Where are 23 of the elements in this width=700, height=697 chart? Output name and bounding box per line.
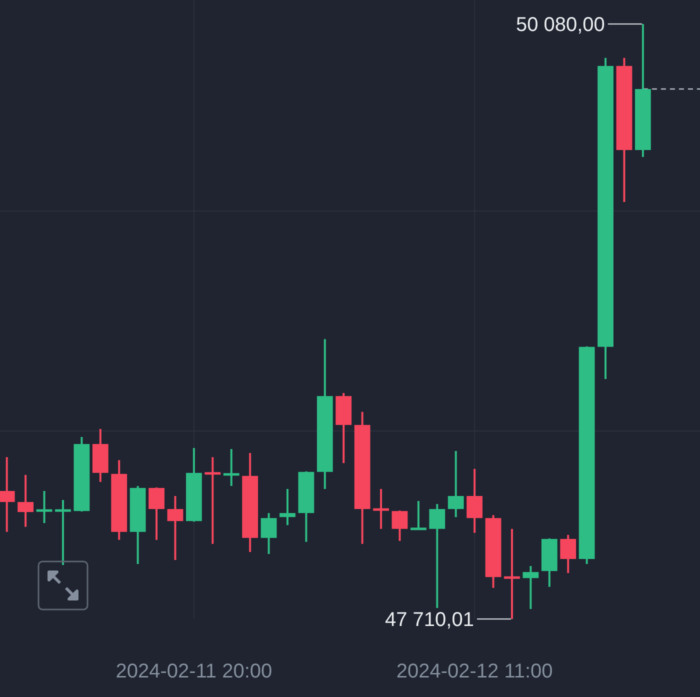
candlestick [204, 456, 221, 545]
candlestick [18, 474, 34, 528]
candlestick [522, 565, 539, 610]
candlestick [260, 512, 277, 555]
x-tick-label: 2024-02-11 20:00 [116, 660, 272, 682]
candlestick [466, 468, 483, 534]
x-tick-label: 2024-02-12 11:00 [396, 660, 553, 682]
annotation: 47 710,01 [385, 609, 474, 631]
candlestick [560, 534, 576, 574]
candlestick [148, 486, 164, 541]
annotation: 50 080,00 [516, 14, 605, 36]
candlestick [448, 450, 464, 518]
candlestick [0, 456, 15, 533]
candlestick [504, 528, 520, 620]
candlestick [410, 500, 426, 531]
candlestick [392, 510, 408, 542]
candlestick [167, 494, 184, 562]
candlestick [280, 488, 296, 526]
candlestick [223, 448, 240, 487]
candlestick [429, 503, 446, 609]
candlestick [36, 490, 52, 524]
candlestick [373, 488, 389, 530]
candlestick [55, 499, 71, 566]
